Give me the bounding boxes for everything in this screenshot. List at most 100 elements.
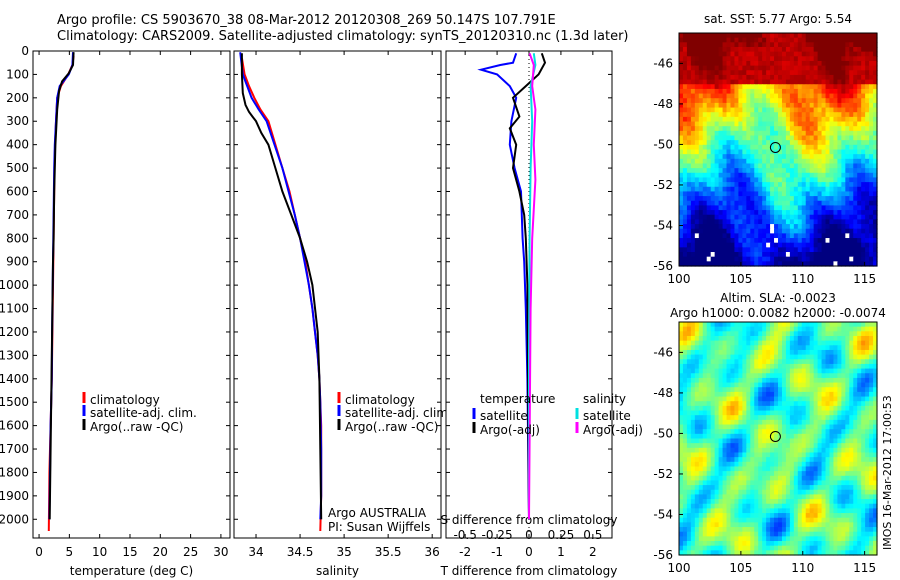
heatmap-cell [770,98,775,104]
heatmap-cell [817,382,823,388]
heatmap-cell [825,56,831,62]
heatmap-cell [829,373,835,379]
heatmap-cell [679,102,684,109]
heatmap-cell [698,527,704,533]
heatmap-cell [853,88,858,95]
heatmap-cell [805,51,811,57]
heatmap-cell [837,33,842,39]
heatmap-cell [825,387,831,393]
heatmap-cell [710,345,716,351]
heatmap-cell [734,527,739,533]
heatmap-cell [869,401,874,407]
heatmap-cell [857,489,862,496]
heatmap-cell [682,499,688,505]
heatmap-cell [682,475,688,482]
heatmap-cell [702,419,708,426]
heatmap-cell [686,429,692,435]
heatmap-cell [857,247,862,253]
heatmap-cell [785,112,791,118]
heatmap-cell [770,373,775,379]
heatmap-cell [821,377,827,384]
heatmap-cell [679,466,684,472]
heatmap-cell [853,396,858,402]
heatmap-cell [758,252,763,258]
heatmap-cell [809,322,815,328]
heatmap-cell [845,368,850,374]
heatmap-cell [829,149,835,155]
heatmap-cell [679,200,684,207]
heatmap-cell [770,508,775,514]
heatmap-cell [778,480,783,486]
heatmap-cell [817,70,823,76]
heatmap-cell [861,517,866,523]
heatmap-cell [726,396,732,402]
heatmap-cell [710,107,716,113]
heatmap-cell [801,37,807,43]
heatmap-cell [809,252,815,258]
heatmap-cell [718,410,724,416]
heatmap-cell [849,359,854,365]
heatmap-cell [718,429,724,435]
heatmap-cell [821,466,827,472]
heatmap-cell [702,219,708,225]
heatmap-cell [698,238,704,244]
heatmap-cell [738,499,743,505]
heatmap-cell [774,410,779,416]
heatmap-cell [869,322,874,328]
heatmap-cell [686,121,692,127]
heatmap-cell [742,177,747,183]
heatmap-cell [754,429,759,435]
heatmap-cell [686,42,692,48]
heatmap-cell [853,340,858,346]
heatmap-cell [758,256,763,262]
heatmap-cell [774,391,779,398]
heatmap-cell [746,158,751,165]
heatmap-cell [750,527,755,533]
heatmap-cell [873,517,878,523]
heatmap-cell [857,349,862,356]
heatmap-cell [682,461,688,468]
heatmap-cell [690,480,696,486]
heatmap-cell [857,322,862,328]
heatmap-cell [698,457,704,463]
heatmap-cell [774,186,779,193]
heatmap-cell [841,396,846,402]
heatmap-cell [726,70,732,76]
heatmap-cell [722,415,728,421]
heatmap-cell [793,489,799,496]
heatmap-cell [785,261,791,267]
heatmap-cell [682,247,688,253]
heatmap-cell [849,219,854,225]
heatmap-cell [750,513,755,519]
heatmap-cell [853,98,858,104]
heatmap-cell [718,368,724,374]
heatmap-cell [770,121,775,127]
heatmap-cell [789,452,795,458]
heatmap-cell [679,205,684,211]
heatmap-cell [853,382,858,388]
heatmap-cell [797,130,803,137]
heatmap-cell [869,415,874,421]
heatmap-cell [766,345,771,351]
heatmap-cell [762,242,767,248]
heatmap-cell [690,377,696,384]
heatmap-cell [734,359,739,365]
heatmap-cell [702,377,708,384]
heatmap-cell [821,37,827,43]
heatmap-cell [869,247,874,253]
heatmap-cell [726,191,732,197]
heatmap-cell [865,471,870,477]
heatmap-cell [853,517,858,523]
heatmap-cell [698,233,704,239]
heatmap-cell [702,368,708,374]
heatmap-cell [781,60,787,67]
heatmap-cell [742,33,747,39]
heatmap-cell [694,387,700,393]
heatmap-cell [833,158,838,165]
heatmap-cell [710,256,716,262]
heatmap-cell [793,261,799,267]
heatmap-cell [841,429,846,435]
heatmap-cell [750,466,755,472]
heatmap-cell [690,140,696,146]
heatmap-cell [738,252,743,258]
